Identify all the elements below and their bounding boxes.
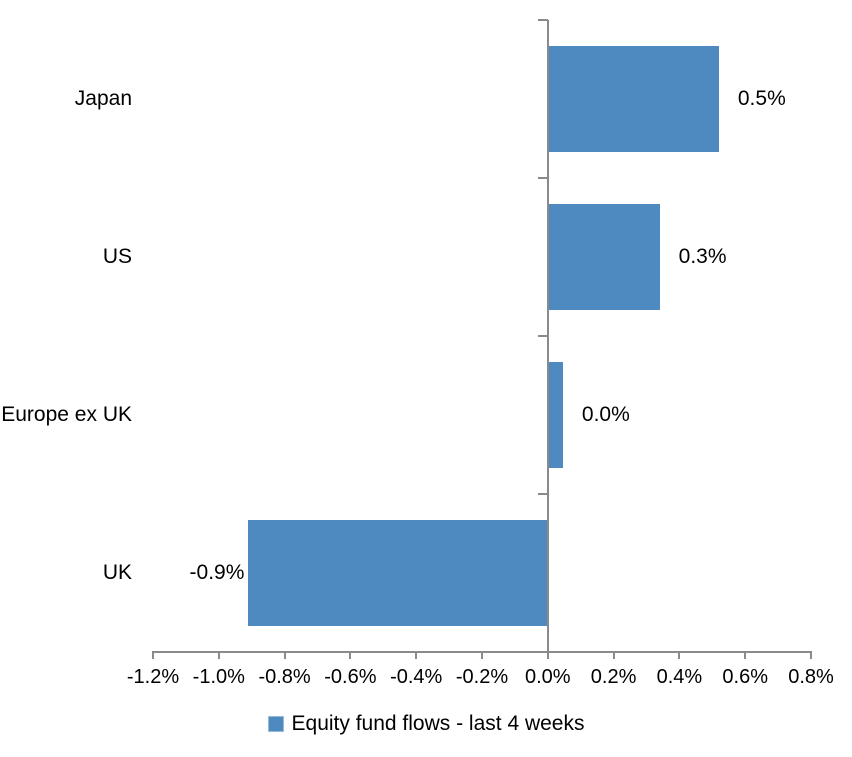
x-axis-tick-label: -0.8%	[258, 666, 311, 688]
data-label: 0.5%	[737, 87, 786, 110]
y-axis-tick	[537, 335, 548, 337]
x-axis-tick-label: 0.0%	[525, 666, 571, 688]
category-label: US	[102, 245, 132, 268]
x-axis-tick	[481, 652, 483, 659]
y-axis-line	[546, 20, 549, 659]
legend-label: Equity fund flows - last 4 weeks	[291, 712, 585, 735]
x-axis-tick	[810, 652, 812, 659]
x-axis-tick	[349, 652, 352, 659]
x-axis-tick-label: -0.6%	[324, 666, 377, 688]
x-axis-tick-label: -0.2%	[455, 666, 509, 688]
x-axis-tick-label: -0.4%	[390, 666, 443, 688]
x-axis-tick-label: 0.6%	[722, 666, 768, 688]
x-axis-tick-label: -1.2%	[126, 666, 180, 688]
category-label: Japan	[74, 87, 132, 110]
data-label: 0.0%	[581, 403, 630, 426]
x-axis-tick	[744, 652, 747, 659]
x-axis-tick	[217, 652, 220, 659]
x-axis-tick-label: 0.2%	[590, 666, 637, 688]
x-axis-tick	[546, 652, 549, 659]
x-axis-tick-label: -1.0%	[192, 666, 245, 688]
y-axis-tick	[537, 19, 548, 21]
legend-swatch-icon	[267, 716, 284, 732]
bar-us	[547, 204, 660, 310]
x-axis-tick	[678, 652, 681, 659]
y-axis-tick	[537, 177, 548, 179]
category-label: UK	[102, 561, 132, 584]
x-axis-tick	[152, 652, 154, 659]
legend: Equity fund flows - last 4 weeks	[0, 712, 852, 736]
x-axis-tick	[612, 652, 615, 659]
x-axis-tick	[283, 652, 286, 659]
bar-uk	[248, 520, 548, 626]
x-axis-tick-label: 0.8%	[788, 666, 834, 688]
bar-japan	[547, 46, 719, 152]
x-axis-tick-label: 0.4%	[656, 666, 703, 688]
data-label: 0.3%	[678, 245, 727, 268]
y-axis-tick	[537, 493, 548, 495]
bar-europe-ex-uk	[547, 362, 563, 468]
data-label: -0.9%	[189, 561, 245, 584]
x-axis-tick	[415, 652, 418, 659]
category-label: Europe ex UK	[1, 403, 132, 426]
